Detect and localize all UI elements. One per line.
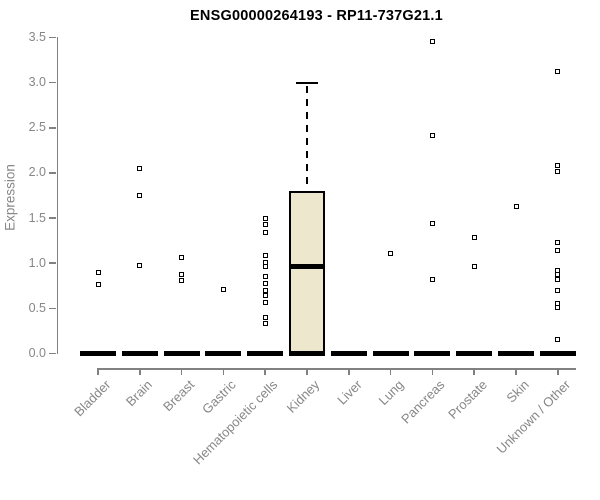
x-axis-tick	[264, 368, 266, 375]
zero-median-bar	[205, 350, 242, 357]
zero-median-bar	[330, 350, 367, 357]
x-tick-label: Prostate	[444, 377, 490, 422]
outlier-point	[555, 69, 561, 75]
x-axis-tick	[139, 368, 141, 375]
x-axis-tick	[97, 368, 99, 375]
zero-median-bar	[80, 350, 116, 357]
box-rect	[289, 190, 325, 356]
outlier-point	[555, 248, 561, 254]
y-tick-label: 1.5	[28, 210, 46, 225]
x-axis-tick	[306, 368, 308, 375]
outlier-point	[471, 264, 477, 270]
x-axis-tick	[389, 368, 392, 375]
outlier-point	[429, 220, 435, 226]
x-tick-label: Brain	[123, 377, 156, 410]
outlier-point	[262, 274, 268, 280]
outlier-point	[555, 276, 561, 282]
outlier-point	[179, 255, 185, 261]
y-tick-label: 0.0	[28, 346, 46, 360]
x-tick-label: Unknown / Other	[493, 377, 574, 457]
outlier-point	[95, 282, 101, 288]
whisker-line	[306, 85, 308, 190]
outlier-point	[513, 203, 519, 209]
outlier-point	[262, 314, 268, 320]
y-axis-tick	[49, 81, 56, 84]
outlier-point	[262, 252, 268, 258]
y-axis-tick	[49, 217, 56, 219]
outlier-point	[429, 39, 435, 45]
y-axis-line	[56, 37, 58, 355]
outlier-point	[555, 287, 561, 293]
x-axis-tick	[348, 368, 350, 375]
y-tick-label: 0.5	[28, 300, 46, 315]
outlier-point	[555, 337, 561, 343]
y-axis-tick	[49, 36, 56, 39]
y-axis-tick	[49, 352, 56, 355]
x-tick-label: Pancreas	[398, 377, 449, 427]
zero-median-bar	[372, 350, 409, 357]
x-axis-tick	[431, 368, 434, 375]
zero-median-bar	[247, 350, 284, 357]
y-tick-label: 1.0	[28, 255, 46, 270]
x-axis-line	[98, 368, 576, 370]
outlier-point	[388, 250, 394, 256]
x-axis-tick	[557, 368, 559, 375]
outlier-point	[429, 133, 435, 139]
outlier-point	[471, 235, 477, 241]
outlier-point	[429, 276, 435, 282]
outlier-point	[137, 192, 143, 198]
outlier-point	[179, 271, 185, 277]
x-tick-label: Bladder	[71, 377, 114, 420]
zero-median-bar	[121, 350, 158, 357]
outlier-point	[137, 262, 143, 268]
zero-median-bar	[539, 350, 576, 357]
outlier-point	[555, 168, 561, 174]
y-tick-label: 2.5	[28, 120, 46, 135]
zero-median-bar	[498, 350, 534, 357]
box-median-line	[289, 264, 325, 270]
y-axis-tick	[49, 172, 56, 174]
outlier-point	[555, 272, 561, 278]
y-axis-tick	[49, 262, 56, 264]
x-tick-label: Skin	[503, 377, 532, 406]
outlier-point	[262, 293, 268, 299]
x-tick-label: Gastric	[199, 377, 240, 417]
y-tick-label: 3.5	[28, 29, 46, 44]
outlier-point	[95, 269, 101, 275]
outlier-point	[262, 280, 268, 286]
x-tick-label: Kidney	[283, 377, 323, 416]
outlier-point	[262, 229, 268, 235]
zero-median-bar	[289, 350, 325, 357]
zero-median-bar	[456, 350, 493, 357]
outlier-point	[179, 277, 185, 283]
y-tick-label: 3.0	[28, 75, 46, 90]
outlier-point	[220, 286, 226, 292]
outlier-point	[137, 165, 143, 171]
x-tick-label: Liver	[333, 377, 365, 408]
outlier-point	[555, 267, 561, 273]
outlier-point	[555, 163, 561, 169]
x-axis-tick	[180, 368, 183, 375]
outlier-point	[555, 239, 561, 245]
y-tick-label: 2.0	[28, 165, 46, 180]
outlier-point	[262, 264, 268, 270]
y-axis-tick	[49, 307, 56, 310]
x-axis-tick	[515, 368, 517, 375]
zero-median-bar	[163, 350, 200, 357]
outlier-point	[555, 304, 561, 310]
outlier-point	[262, 215, 268, 221]
zero-median-bar	[414, 350, 451, 357]
x-axis-tick	[473, 368, 475, 375]
whisker-cap	[296, 81, 318, 85]
y-axis-tick	[49, 127, 56, 129]
x-axis-tick	[222, 368, 225, 375]
outlier-point	[262, 300, 268, 306]
x-tick-label: Breast	[160, 377, 198, 415]
x-tick-label: Lung	[375, 377, 407, 409]
outlier-point	[262, 287, 268, 293]
outlier-point	[262, 221, 268, 227]
chart-title: ENSG00000264193 - RP11-737G21.1	[190, 8, 443, 24]
outlier-point	[262, 321, 268, 327]
